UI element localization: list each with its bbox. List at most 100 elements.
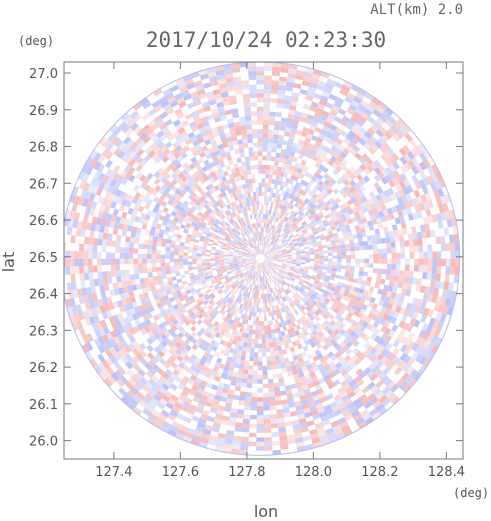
radar-cell [293,225,298,230]
radar-cell [243,236,248,241]
radar-cell [71,186,79,196]
radar-cell [314,422,324,429]
radar-cell [177,332,184,339]
radar-cell [244,249,249,253]
radar-cell [254,343,259,348]
radar-cell [178,100,187,109]
radar-cell [261,262,264,267]
radar-cell [268,233,271,239]
radar-cell [347,141,356,149]
radar-cell [154,213,161,220]
radar-cell [65,258,70,267]
radar-cell [176,301,183,308]
radar-cell [222,242,227,246]
radar-cell [253,252,257,256]
radar-cell [158,122,167,131]
radar-cell [210,217,216,223]
radar-cell [298,295,304,301]
radar-cell [291,142,298,149]
radar-cell [235,340,241,346]
radar-cell [201,249,207,252]
radar-cell [273,255,279,257]
radar-cell [252,133,258,139]
radar-cell [157,350,165,358]
radar-cell [139,376,148,385]
radar-cell [192,247,198,251]
radar-cell [260,236,262,241]
radar-cell [172,232,178,238]
radar-cell [296,192,302,199]
radar-cell [312,116,320,123]
radar-cell [77,196,85,206]
radar-cell [139,132,148,141]
radar-cell [261,182,265,188]
radar-cell [290,265,296,268]
radar-cell [238,253,243,255]
radar-cell [270,98,278,104]
radar-cell [257,245,259,250]
radar-cell [147,359,156,368]
radar-cell [203,284,209,289]
radar-cell [147,150,156,158]
radar-cell [270,423,279,429]
radar-cell [273,256,279,258]
radar-cell [168,280,174,286]
radar-cell [345,214,352,221]
radar-cell [218,333,224,340]
radar-cell [255,334,259,340]
radar-cell [298,244,304,247]
radar-cell [285,187,290,193]
radar-cell [246,256,252,258]
radar-cell [272,296,276,302]
radar-cell [204,204,210,210]
radar-cell [64,266,66,275]
radar-cell [120,396,130,405]
radar-cell [289,151,296,157]
radar-cell [124,241,130,248]
radar-cell [208,212,214,218]
radar-cell [424,192,432,202]
radar-cell [178,285,185,290]
radar-cell [295,172,301,178]
radar-cell [290,266,296,269]
radar-cell [306,114,314,121]
radar-cell [325,378,333,386]
radar-cell [134,371,143,380]
radar-cell [212,222,218,228]
radar-cell [254,200,257,206]
radar-cell [96,217,103,226]
radar-cell [238,283,243,288]
radar-cell [285,149,291,156]
radar-cell [65,250,70,259]
radar-cell [138,399,148,409]
radar-cell [131,374,140,384]
radar-cell [262,352,267,357]
radar-cell [369,203,377,210]
radar-cell [205,128,213,136]
radar-cell [174,286,181,292]
radar-cell [320,71,330,79]
radar-cell [115,189,123,197]
radar-cell [182,375,190,383]
radar-cell [325,287,331,293]
radar-cell [373,328,381,336]
radar-cell [212,89,221,96]
radar-cell [324,205,330,212]
radar-cell [253,289,256,294]
radar-cell [184,178,191,186]
radar-cell [352,291,359,297]
radar-cell [206,114,214,121]
radar-cell [279,209,284,215]
radar-cell [277,242,283,246]
radar-cell [147,401,157,410]
radar-cell [306,322,313,329]
radar-cell [224,262,229,265]
radar-cell [199,327,206,334]
radar-cell [362,321,369,328]
radar-cell [298,271,303,276]
radar-cell [142,408,152,417]
radar-cell [295,220,300,225]
radar-cell [249,325,254,330]
radar-cell [258,169,263,174]
radar-cell [326,78,336,86]
